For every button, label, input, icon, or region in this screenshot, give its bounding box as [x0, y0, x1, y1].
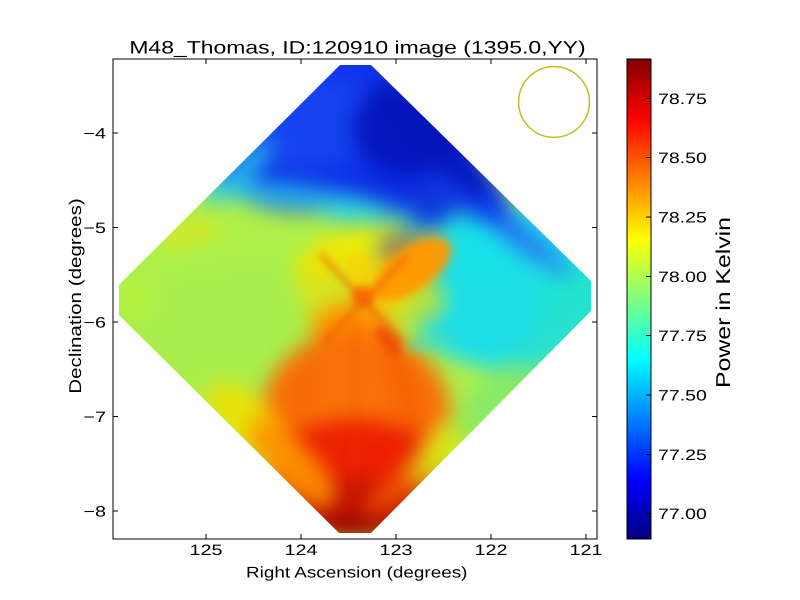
svg-text:Declination (degrees): Declination (degrees) — [66, 198, 85, 394]
svg-text:78.25: 78.25 — [658, 210, 707, 227]
svg-text:78.75: 78.75 — [658, 91, 707, 108]
svg-text:−6: −6 — [83, 315, 106, 332]
svg-text:−4: −4 — [83, 126, 106, 143]
svg-text:123: 123 — [379, 542, 412, 559]
svg-text:124: 124 — [284, 542, 317, 559]
svg-text:78.00: 78.00 — [658, 269, 707, 286]
svg-text:121: 121 — [569, 542, 602, 559]
svg-text:−8: −8 — [83, 504, 106, 521]
svg-text:−5: −5 — [83, 220, 106, 237]
svg-text:77.50: 77.50 — [658, 388, 707, 405]
svg-text:125: 125 — [189, 542, 222, 559]
svg-text:M48_Thomas, ID:120910 image (1: M48_Thomas, ID:120910 image (1395.0,YY) — [129, 38, 585, 58]
svg-text:77.00: 77.00 — [658, 506, 707, 523]
svg-text:77.75: 77.75 — [658, 328, 707, 345]
svg-text:Right Ascension (degrees): Right Ascension (degrees) — [246, 565, 467, 582]
svg-text:−7: −7 — [83, 409, 106, 426]
svg-text:78.50: 78.50 — [658, 150, 707, 167]
svg-text:122: 122 — [474, 542, 507, 559]
svg-text:77.25: 77.25 — [658, 447, 707, 464]
svg-text:Power in Kelvin: Power in Kelvin — [713, 217, 735, 388]
